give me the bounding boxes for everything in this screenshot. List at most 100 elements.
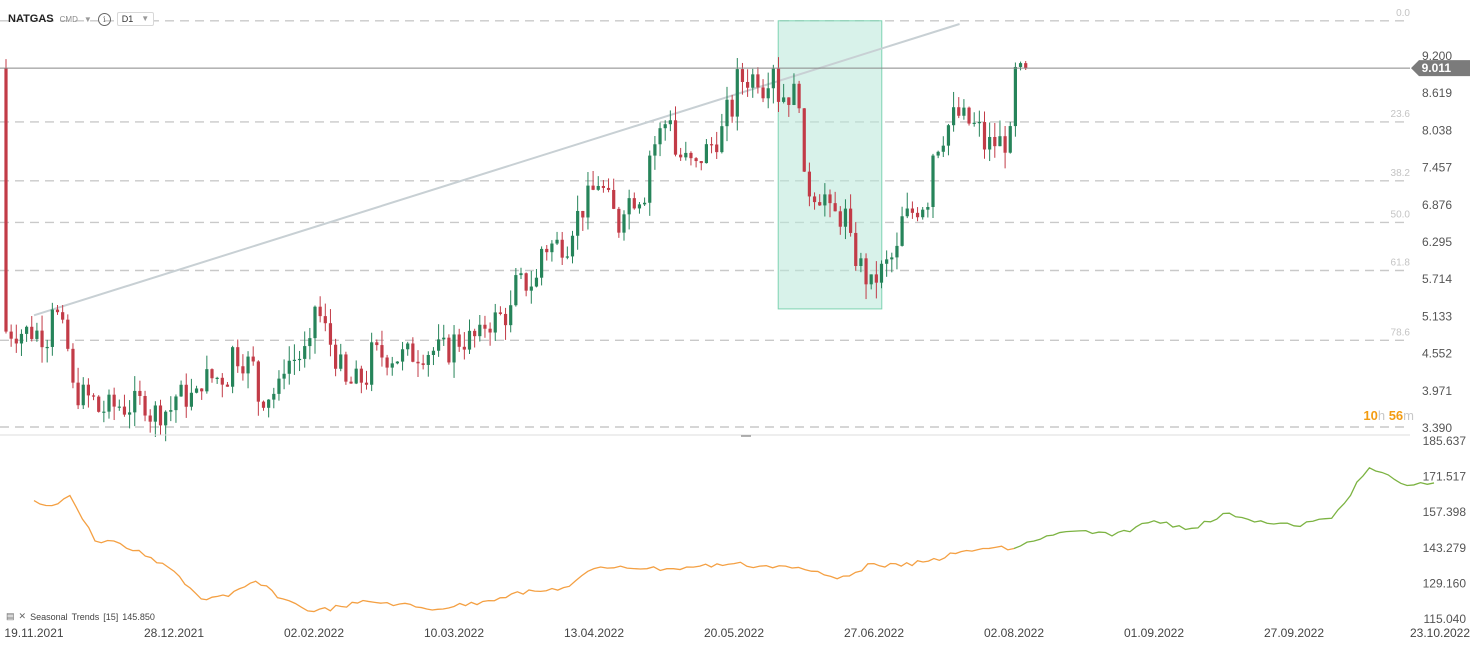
fib-level-label: 78.6 [1391, 327, 1411, 338]
candle-body [462, 346, 466, 350]
price-axis: 9.200 8.619 8.038 7.457 6.876 6.295 5.714 5.133… [1422, 49, 1452, 435]
candle-body [395, 361, 399, 364]
time-tick-label: 20.05.2022 [704, 626, 764, 640]
seasonal-trend-line-forecast [1013, 467, 1435, 550]
candle-body [751, 74, 755, 88]
candle-body [1003, 136, 1007, 153]
candle-body [771, 68, 775, 89]
candle-body [993, 136, 997, 147]
candle-body [4, 68, 8, 332]
candle-body [426, 354, 430, 365]
candle-body [833, 203, 837, 212]
fib-level-label: 38.2 [1391, 168, 1411, 179]
candle-body [349, 381, 353, 384]
candle-body [416, 361, 420, 364]
time-tick-label: 01.09.2022 [1124, 626, 1184, 640]
candle-body [823, 194, 827, 206]
candle-body [921, 209, 925, 218]
timeframe-value: D1 [121, 14, 134, 24]
candle-body [905, 208, 909, 217]
candle-body [941, 145, 945, 152]
time-tick-label: 28.12.2021 [144, 626, 204, 640]
candle-body [297, 358, 302, 361]
candle-body [812, 196, 817, 203]
candle-body [200, 388, 204, 392]
candle-body [442, 337, 446, 340]
candle-body [133, 390, 137, 413]
candle-body [658, 128, 662, 145]
candle-body [261, 401, 266, 408]
candle-body [972, 122, 976, 124]
candle-body [864, 258, 868, 285]
timeframe-select[interactable]: D1 ▼ [116, 12, 155, 26]
candle-body [915, 212, 920, 218]
candle-body [292, 359, 296, 361]
seasonal-trend-line-past [33, 494, 1015, 613]
candle-body [241, 366, 245, 374]
candle-body [406, 343, 410, 350]
candle-body [514, 275, 518, 306]
candle-body [370, 342, 374, 385]
candle-body [679, 154, 683, 158]
timer-h: h [1377, 408, 1386, 423]
trendline [33, 23, 960, 317]
price-tick-label: 4.552 [1422, 347, 1452, 361]
candle-body [153, 405, 157, 422]
candle-body [86, 384, 90, 396]
candle-body [76, 382, 80, 406]
indicator-tick-label: 185.637 [1423, 434, 1467, 448]
candle-body [591, 185, 595, 190]
candle-body [627, 198, 631, 215]
candle-body [673, 120, 678, 155]
candle-body [122, 406, 127, 415]
indicator-tick-label: 115.040 [1424, 612, 1467, 626]
candle-body [375, 342, 379, 346]
candle-body [328, 323, 333, 345]
close-icon[interactable]: ✕ [18, 611, 27, 621]
candle-body [9, 331, 13, 339]
indicator-tick-label: 157.398 [1423, 505, 1467, 519]
info-icon[interactable]: i [97, 12, 111, 26]
candle-body [143, 395, 147, 416]
candle-body [807, 171, 811, 197]
candle-body [952, 107, 956, 126]
candle-body [879, 263, 884, 283]
price-tick-label: 5.714 [1422, 272, 1452, 286]
chevron-down-icon[interactable]: ▼ [83, 14, 92, 24]
candle-body [776, 68, 781, 102]
price-tick-label: 7.457 [1422, 161, 1452, 175]
symbol-label[interactable]: NATGAS [8, 13, 54, 25]
price-tick-label: 9.200 [1422, 49, 1452, 63]
candle-body [1018, 63, 1023, 67]
candle-body [447, 337, 451, 363]
candle-body [457, 334, 461, 347]
candle-body [25, 326, 29, 334]
candle-body [411, 343, 415, 362]
candle-body [874, 274, 878, 283]
candle-body [174, 396, 178, 411]
candle-body [194, 388, 199, 393]
candle-body [859, 258, 863, 267]
candle-body [61, 312, 65, 320]
time-axis: 19.11.2021 28.12.2021 02.02.2022 10.03.2022… [4, 626, 1470, 640]
candle-body [534, 277, 539, 287]
indicator-name: Seasonal [30, 611, 68, 622]
pane-separator[interactable] [0, 434, 1410, 437]
candle-body [519, 273, 523, 276]
candle-body [1008, 126, 1012, 153]
time-tick-label: 02.02.2022 [284, 626, 344, 640]
candle-body [107, 394, 111, 412]
candle-body [35, 330, 39, 339]
candle-body [756, 74, 760, 88]
candle-body [251, 356, 255, 362]
candle-body [967, 107, 971, 124]
candle-body [30, 326, 34, 339]
candle-body [148, 415, 152, 422]
indicator-axis: 185.637 171.517 157.398 143.279 129.160 115.0… [1423, 434, 1467, 626]
candle-body [308, 338, 312, 347]
candle-body [550, 243, 554, 253]
candle-body [576, 210, 580, 236]
indicator-settings-icon[interactable]: ▤ [6, 611, 15, 621]
candle-body [936, 151, 940, 156]
